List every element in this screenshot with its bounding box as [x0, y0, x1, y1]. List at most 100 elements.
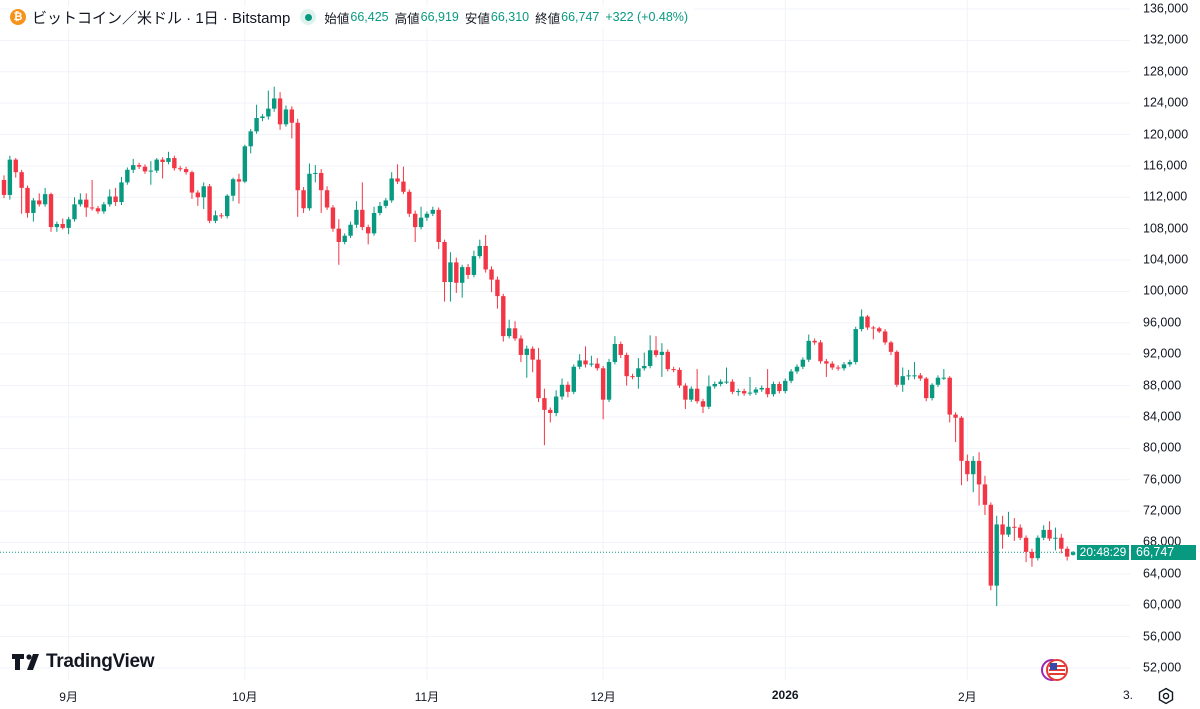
- candle: [1023, 535, 1029, 563]
- candle: [471, 250, 477, 278]
- candle: [683, 383, 688, 410]
- candle: [183, 166, 189, 175]
- candlestick-chart[interactable]: [0, 0, 1130, 709]
- candle-body: [736, 391, 741, 393]
- candle-body: [266, 108, 271, 117]
- candle-body: [13, 159, 18, 173]
- candle-body: [407, 191, 412, 214]
- candle-body: [741, 391, 747, 394]
- candle-body: [289, 109, 295, 123]
- candle-body: [947, 377, 952, 415]
- candle: [101, 201, 107, 214]
- candle-body: [95, 208, 101, 212]
- time-tick-label: 12月: [590, 690, 616, 704]
- candle: [548, 407, 553, 423]
- candle-body: [847, 362, 853, 365]
- candle: [477, 239, 482, 259]
- candle: [377, 201, 383, 216]
- candle-body: [283, 109, 289, 125]
- candle-body: [459, 267, 465, 283]
- candle: [994, 515, 999, 607]
- candle-body: [31, 200, 36, 213]
- candle-body: [595, 363, 600, 369]
- candle-body: [166, 158, 171, 162]
- price-tick-label: 80,000: [1143, 440, 1182, 455]
- candle: [42, 187, 48, 207]
- tradingview-logo[interactable]: TradingView: [12, 651, 155, 673]
- us-flag-icon[interactable]: [1040, 658, 1070, 682]
- candle-body: [60, 223, 65, 228]
- candle-body: [154, 159, 159, 171]
- candle: [1006, 511, 1011, 537]
- candle: [89, 180, 95, 211]
- candle: [72, 197, 77, 222]
- candle-body: [72, 204, 77, 220]
- current-price-label: 66,747: [1131, 545, 1196, 561]
- candle-body: [565, 384, 571, 392]
- tradingview-logo-text: TradingView: [46, 651, 155, 672]
- candle-body: [454, 262, 459, 283]
- candle: [841, 362, 847, 371]
- candle: [383, 198, 389, 209]
- candle-body: [1047, 529, 1052, 539]
- candle: [924, 376, 929, 402]
- candle-body: [42, 194, 48, 205]
- candle: [630, 373, 635, 380]
- candle: [448, 252, 453, 302]
- candle: [777, 381, 782, 394]
- candle-body: [342, 235, 347, 242]
- candle: [148, 161, 154, 185]
- candle-body: [324, 190, 330, 208]
- candle: [553, 390, 559, 417]
- candle: [107, 189, 112, 207]
- candle: [894, 350, 900, 388]
- candle-body: [518, 338, 524, 355]
- candle: [935, 375, 941, 388]
- candle: [230, 177, 236, 202]
- price-tick-label: 100,000: [1143, 283, 1189, 298]
- candle-body: [430, 209, 436, 214]
- candle-body: [689, 388, 694, 400]
- time-tick-label: 11月: [414, 690, 440, 704]
- candle-body: [924, 378, 929, 399]
- candle-body: [142, 166, 148, 172]
- market-status-icon[interactable]: [300, 9, 317, 25]
- candle: [835, 365, 841, 371]
- candle-body: [301, 190, 306, 209]
- countdown-timer: 20:48:29: [1077, 545, 1129, 561]
- gear-icon[interactable]: [1157, 687, 1175, 705]
- time-tick-label: 3.: [1122, 688, 1134, 702]
- candle: [342, 233, 347, 245]
- candle: [54, 221, 60, 232]
- candle-body: [548, 409, 553, 414]
- candle-body: [1029, 551, 1035, 559]
- candle-body: [888, 342, 894, 352]
- candle-body: [835, 367, 841, 369]
- candle: [600, 365, 606, 420]
- candle-body: [759, 387, 764, 390]
- candle-body: [988, 504, 994, 586]
- candle: [747, 376, 753, 396]
- candle: [495, 276, 500, 309]
- grid-lines: [0, 0, 1130, 680]
- candle-body: [665, 351, 670, 370]
- candle: [906, 369, 911, 381]
- symbol-title[interactable]: ビットコイン／米ドル · 1日 · Bitstamp: [32, 9, 291, 27]
- candle: [113, 187, 118, 206]
- candle-body: [542, 398, 547, 410]
- candle: [741, 388, 747, 396]
- candle-body: [489, 269, 494, 280]
- candle: [260, 114, 265, 122]
- candle-body: [213, 215, 218, 221]
- candle-body: [906, 375, 911, 377]
- candle-body: [1012, 526, 1017, 528]
- candle-body: [812, 340, 817, 343]
- candle: [225, 194, 230, 219]
- candle: [647, 335, 653, 369]
- price-axis[interactable]: 136,000 132,000 128,000 124,000 120,000 116,0…: [1130, 0, 1200, 680]
- price-tick-label: 108,000: [1143, 221, 1189, 236]
- candle-body: [172, 158, 177, 169]
- candle-body: [683, 385, 688, 400]
- candle: [812, 338, 817, 345]
- candle: [407, 189, 412, 217]
